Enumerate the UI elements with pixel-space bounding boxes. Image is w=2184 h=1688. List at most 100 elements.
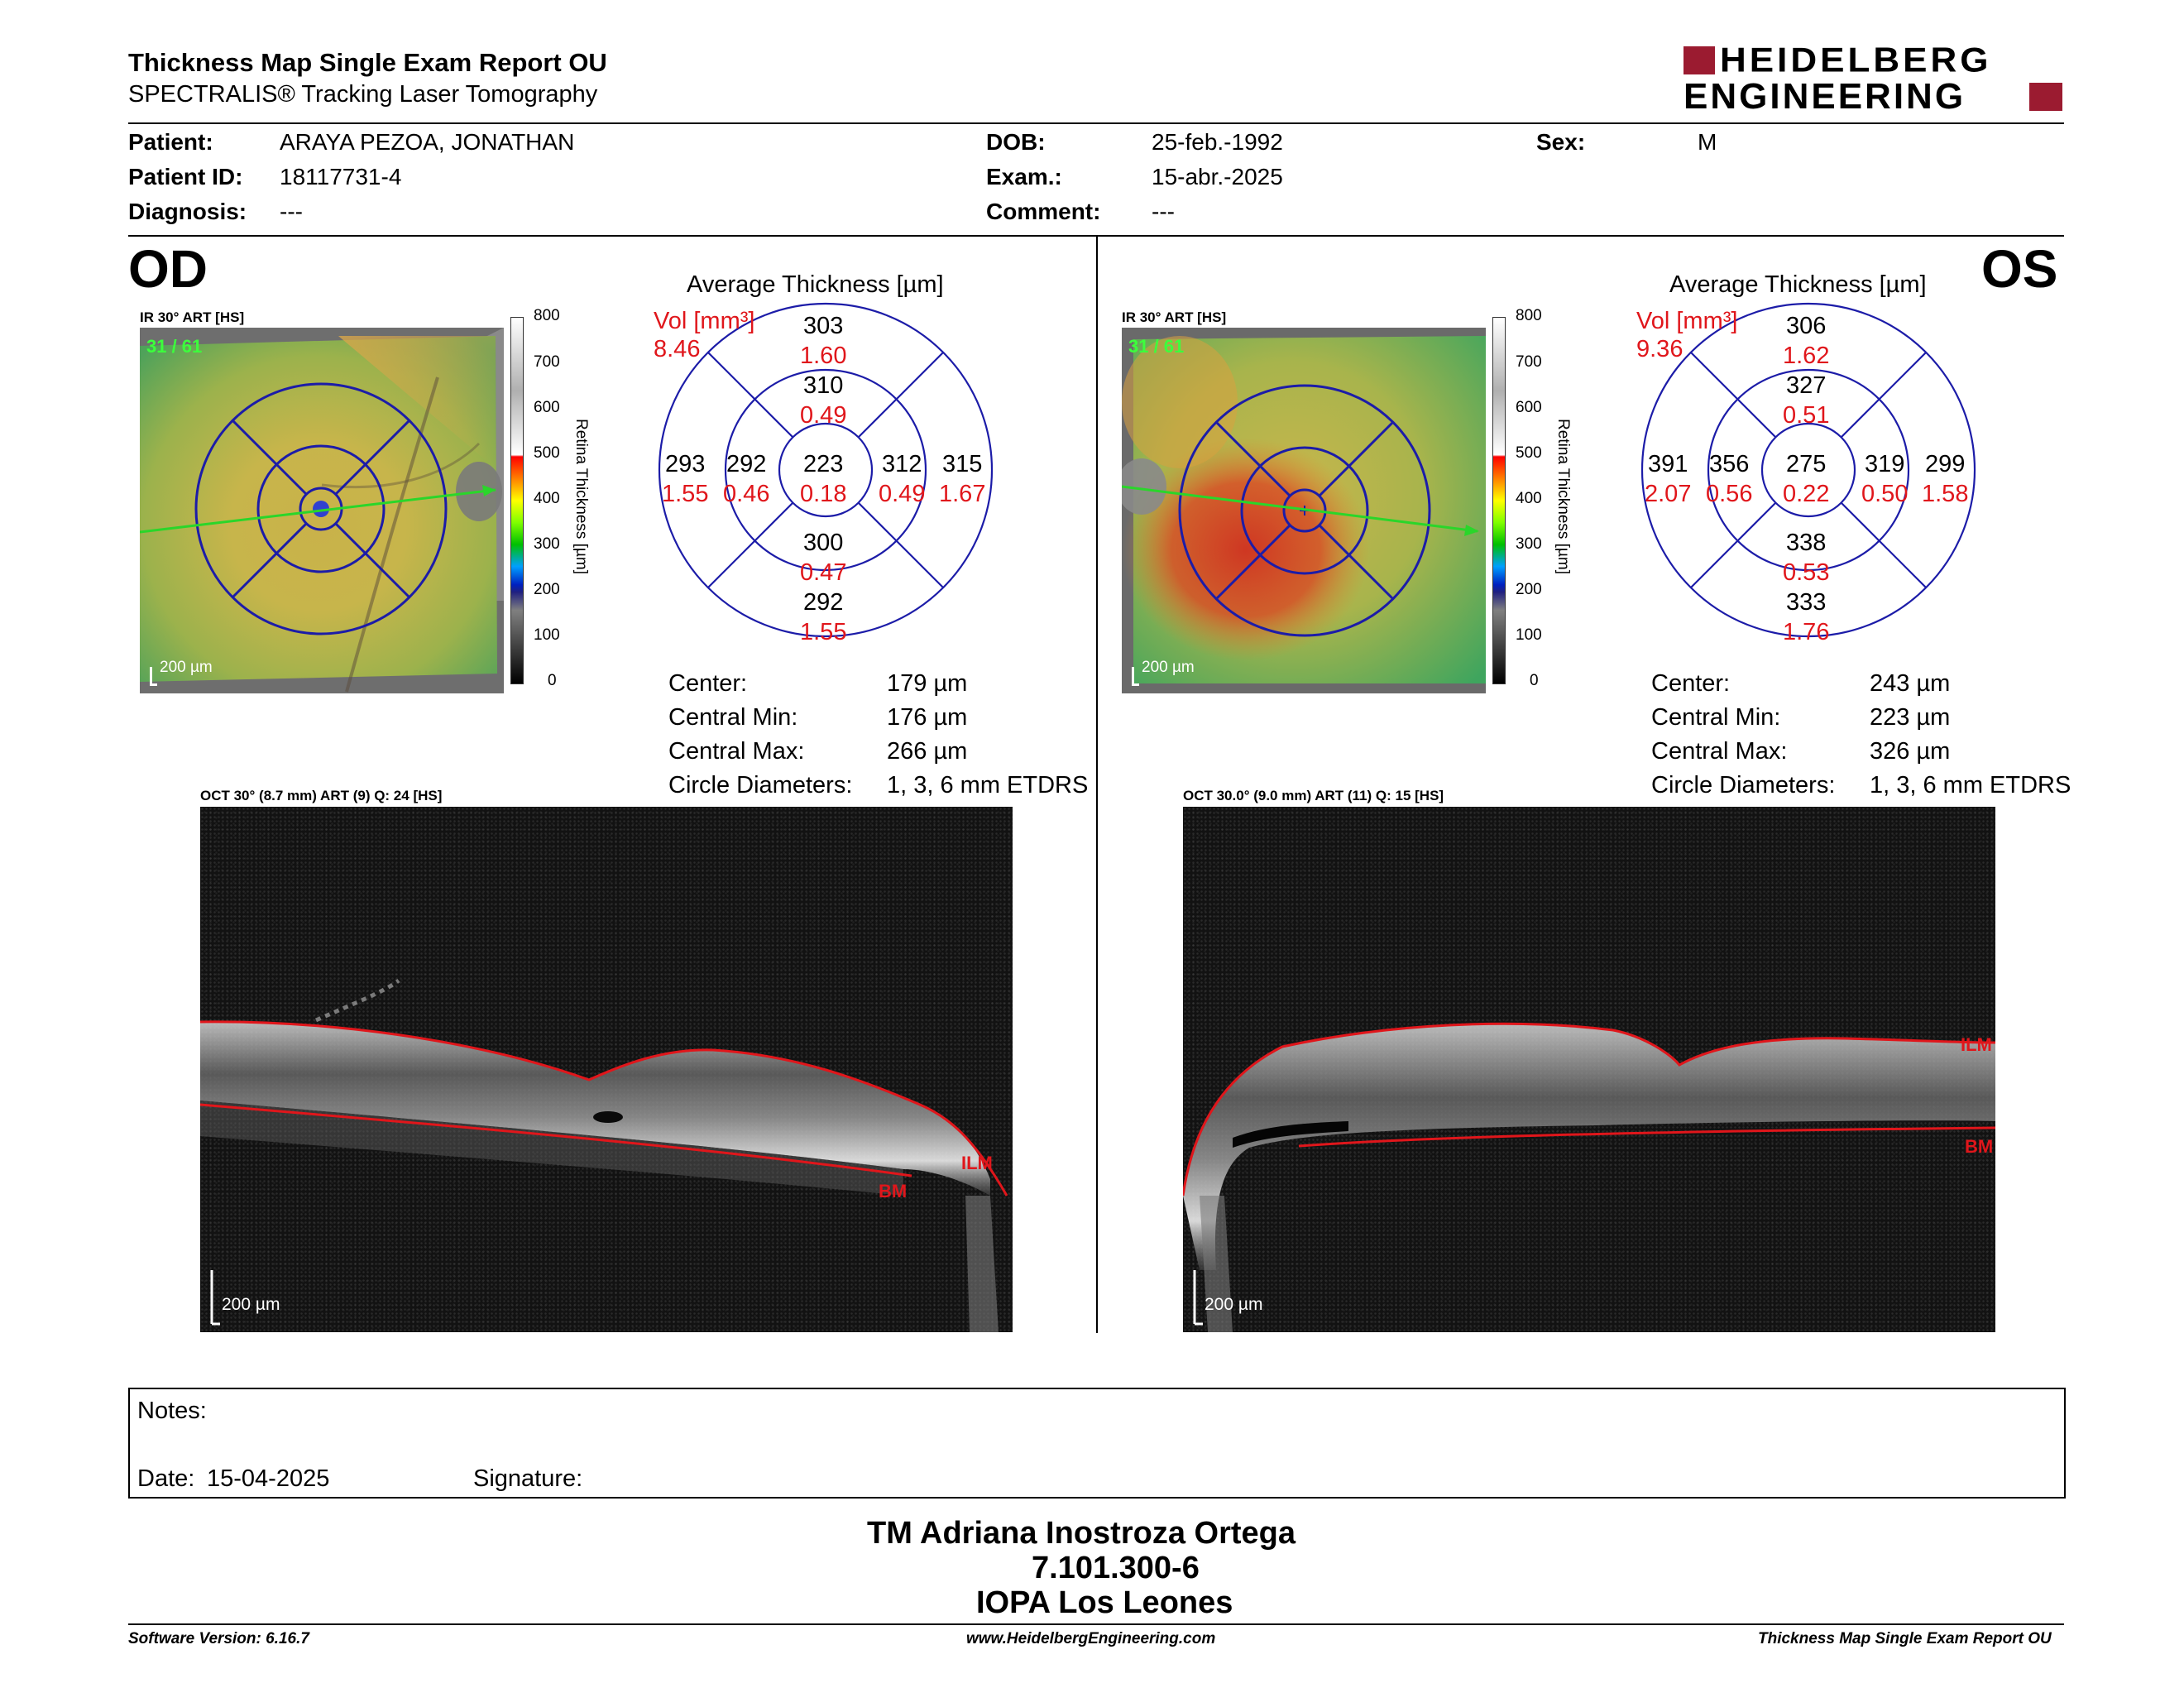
- od-tick-100: 100: [534, 626, 560, 644]
- os-inner-temporal-thickness: 356: [1709, 451, 1750, 477]
- comment-value: ---: [1152, 199, 1175, 224]
- od-outer-inferior-volume: 1.55: [800, 619, 847, 645]
- footer-url[interactable]: www.HeidelbergEngineering.com: [966, 1630, 1216, 1647]
- od-vol-value: 8.46: [654, 336, 701, 362]
- os-outer-superior-volume: 1.62: [1783, 343, 1830, 369]
- os-oct-svg: [1181, 1022, 1996, 1332]
- signer-clinic: IOPA Los Leones: [976, 1585, 1233, 1620]
- od-eye-label: OD: [128, 239, 208, 299]
- od-central-min-value: 176 µm: [887, 704, 968, 731]
- dob-value: 25-feb.-1992: [1152, 129, 1283, 155]
- os-outer-nasal-volume: 1.58: [1922, 481, 1969, 507]
- comment-label: Comment:: [986, 199, 1101, 224]
- od-avg-title: Average Thickness [µm]: [687, 271, 944, 298]
- od-ir-caption: IR 30° ART [HS]: [140, 309, 245, 325]
- date-label: Date:: [137, 1465, 195, 1492]
- notes-box[interactable]: Notes: Date: 15-04-2025 Signature:: [128, 1388, 2066, 1499]
- os-etdrs-grid: [1640, 302, 1976, 638]
- report-subtitle: SPECTRALIS® Tracking Laser Tomography: [128, 81, 598, 108]
- od-central-max-value: 266 µm: [887, 738, 968, 765]
- os-frame-counter: 31 / 61: [1128, 336, 1185, 357]
- os-ilm-label: ILM: [1961, 1034, 1992, 1055]
- od-inner-superior-thickness: 310: [803, 372, 844, 399]
- od-outer-superior-thickness: 303: [803, 313, 844, 339]
- os-tick-0: 0: [1530, 672, 1539, 689]
- os-tick-800: 800: [1516, 307, 1542, 324]
- os-oct-scale-label: 200 µm: [1205, 1295, 1263, 1314]
- od-inner-nasal-volume: 0.46: [723, 481, 770, 507]
- od-colorbar-ticks: 800 700 600 500 400 300 200 100 0: [527, 305, 560, 693]
- od-diameters-label: Circle Diameters:: [668, 772, 853, 798]
- os-outer-temporal-volume: 2.07: [1645, 481, 1692, 507]
- os-central-min-value: 223 µm: [1870, 704, 1951, 731]
- os-center-label: Center:: [1651, 670, 1731, 697]
- od-fundus-svg: [140, 328, 504, 693]
- os-inner-superior-thickness: 327: [1786, 372, 1827, 399]
- od-tick-700: 700: [534, 353, 560, 371]
- od-inner-temporal-thickness: 312: [882, 451, 922, 477]
- od-tick-600: 600: [534, 399, 560, 416]
- od-center-value: 179 µm: [887, 670, 968, 697]
- sex-label: Sex:: [1536, 129, 1586, 155]
- os-ir-scale-label: 200 µm: [1142, 659, 1195, 676]
- exam-value: 15-abr.-2025: [1152, 164, 1283, 189]
- od-bm-label: BM: [879, 1181, 908, 1201]
- os-central-max-label: Central Max:: [1651, 738, 1788, 765]
- od-frame-counter: 31 / 61: [146, 336, 203, 357]
- od-central-min-label: Central Min:: [668, 704, 798, 731]
- patient-id-label: Patient ID:: [128, 164, 243, 189]
- od-inner-inferior-thickness: 300: [803, 530, 844, 556]
- os-tick-400: 400: [1516, 490, 1542, 507]
- patient-label: Patient:: [128, 129, 213, 155]
- os-inner-inferior-thickness: 338: [1786, 530, 1827, 556]
- notes-label: Notes:: [137, 1398, 207, 1424]
- od-vol-label: Vol [mm³]: [654, 308, 755, 334]
- os-fundus-image[interactable]: 31 / 61 200 µm: [1122, 328, 1486, 693]
- os-outer-inferior-volume: 1.76: [1783, 619, 1830, 645]
- os-fundus-svg: [1122, 328, 1486, 693]
- os-center-thickness: 275: [1786, 451, 1827, 477]
- os-outer-inferior-thickness: 333: [1786, 589, 1827, 616]
- os-tick-100: 100: [1516, 626, 1542, 644]
- od-outer-temporal-thickness: 315: [942, 451, 983, 477]
- os-inner-nasal-volume: 0.50: [1861, 481, 1909, 507]
- os-tick-200: 200: [1516, 581, 1542, 598]
- od-center-label: Center:: [668, 670, 748, 697]
- os-outer-superior-thickness: 306: [1786, 313, 1827, 339]
- od-oct-svg: [199, 978, 1008, 1332]
- os-colorbar: [1492, 317, 1506, 684]
- os-outer-temporal-thickness: 391: [1648, 451, 1688, 477]
- od-tick-500: 500: [534, 444, 560, 462]
- os-diameters-label: Circle Diameters:: [1651, 772, 1836, 798]
- od-fundus-image[interactable]: 31 / 61 200 µm: [140, 328, 504, 693]
- dob-label: DOB:: [986, 129, 1046, 155]
- os-center-value: 243 µm: [1870, 670, 1951, 697]
- os-outer-nasal-thickness: 299: [1925, 451, 1966, 477]
- footer-software-version: Software Version: 6.16.7: [128, 1630, 309, 1647]
- diagnosis-value: ---: [280, 199, 303, 224]
- exam-label: Exam.:: [986, 164, 1062, 189]
- os-center-volume: 0.22: [1783, 481, 1830, 507]
- signature-label: Signature:: [473, 1465, 583, 1492]
- od-tick-300: 300: [534, 535, 560, 553]
- os-oct-bscan[interactable]: ILM BM 200 µm: [1181, 807, 1996, 1332]
- od-colorbar-title: Retina Thickness [µm]: [572, 419, 590, 574]
- os-inner-nasal-thickness: 319: [1865, 451, 1905, 477]
- report-title: Thickness Map Single Exam Report OU: [128, 48, 607, 77]
- od-colorbar: [510, 317, 524, 684]
- signer-rut: 7.101.300-6: [1032, 1551, 1200, 1585]
- os-oct-caption: OCT 30.0° (9.0 mm) ART (11) Q: 15 [HS]: [1183, 788, 1444, 803]
- os-colorbar-title: Retina Thickness [µm]: [1554, 419, 1572, 574]
- od-ilm-label: ILM: [961, 1153, 993, 1173]
- patient-id: 18117731-4: [280, 164, 402, 189]
- od-oct-bscan[interactable]: ILM BM 200 µm: [199, 807, 1013, 1332]
- os-diameters-value: 1, 3, 6 mm ETDRS: [1870, 772, 2071, 798]
- od-outer-inferior-thickness: 292: [803, 589, 844, 616]
- os-inner-superior-volume: 0.51: [1783, 402, 1830, 429]
- od-oct-scale-label: 200 µm: [222, 1295, 280, 1314]
- os-tick-700: 700: [1516, 353, 1542, 371]
- od-tick-400: 400: [534, 490, 560, 507]
- od-ir-scalebar: [150, 667, 157, 686]
- od-central-max-label: Central Max:: [668, 738, 805, 765]
- od-center-volume: 0.18: [800, 481, 847, 507]
